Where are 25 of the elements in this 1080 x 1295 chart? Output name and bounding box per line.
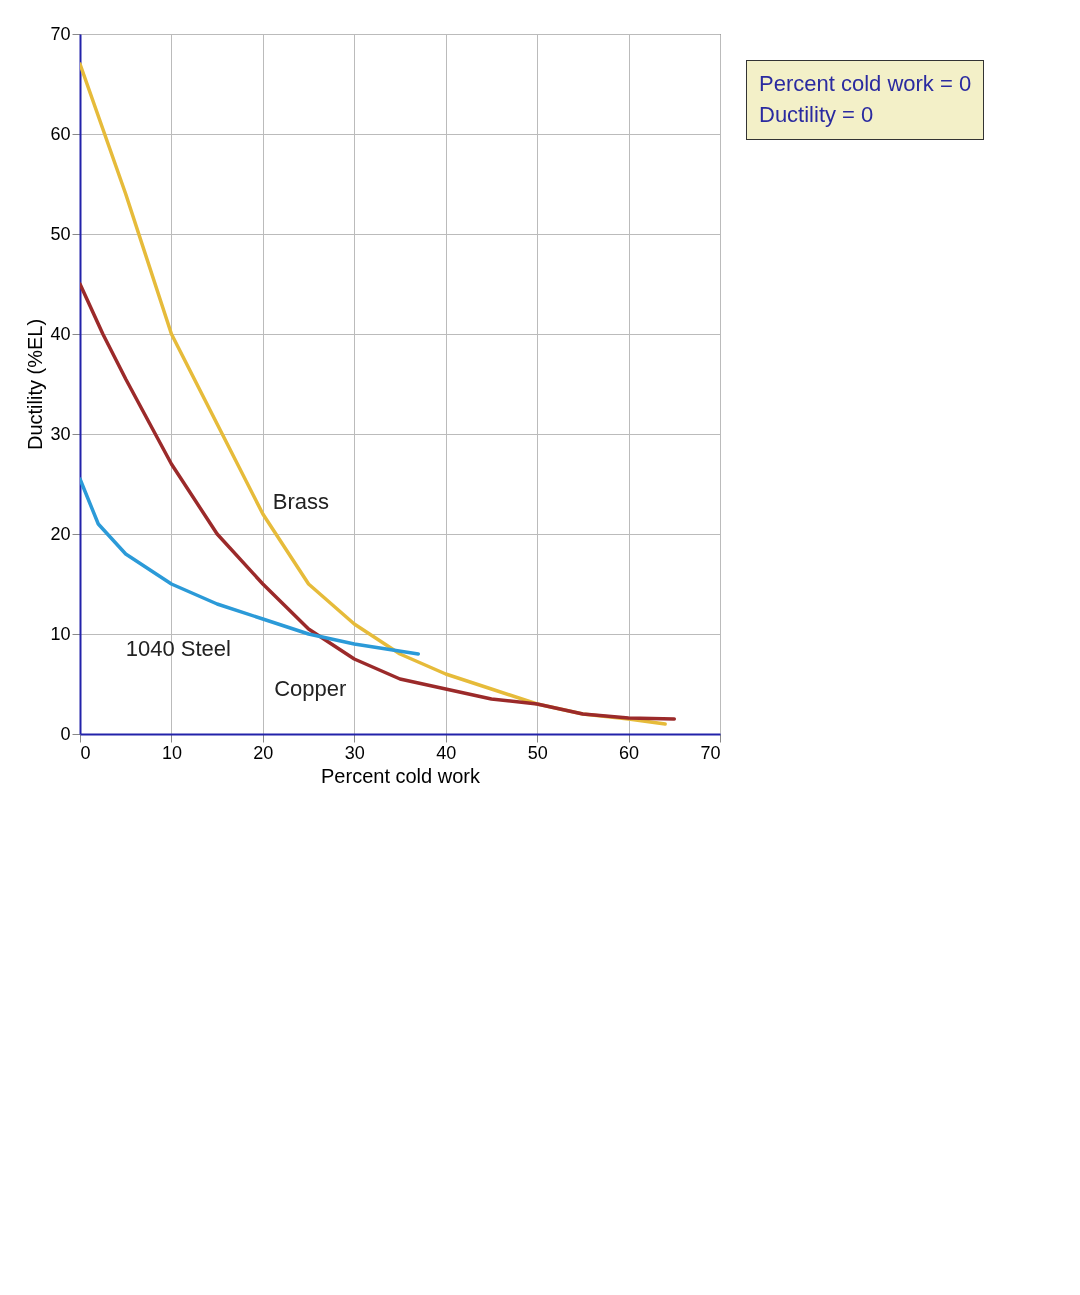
y-tick-label: 10: [50, 623, 71, 644]
x-tick-label: 20: [253, 742, 274, 763]
text: Percent cold work = 0: [759, 70, 972, 98]
x-tick-label: 70: [700, 742, 721, 763]
y-tick-label: 70: [50, 23, 71, 44]
series-label: Copper: [274, 676, 347, 701]
x-tick-label: 0: [80, 742, 91, 763]
x-tick-label: 30: [344, 742, 365, 763]
y-tick-label: 30: [50, 423, 71, 444]
x-tick-label: 50: [527, 742, 548, 763]
x-tick-label: 60: [619, 742, 640, 763]
series-label: Brass: [272, 489, 330, 514]
series-label: 1040 Steel: [125, 636, 231, 661]
y-tick-label: 60: [50, 123, 71, 144]
x-axis-title: Percent cold work: [321, 764, 481, 787]
x-tick-label: 40: [436, 742, 457, 763]
line-series: [80, 477, 421, 656]
text: Ductility = 0: [759, 100, 875, 129]
y-tick-label: 40: [50, 323, 71, 344]
y-tick-label: 0: [60, 723, 71, 744]
x-tick-label: 10: [161, 742, 182, 763]
y-tick-label: 20: [50, 523, 71, 544]
y-tick-label: 50: [50, 223, 71, 244]
y-axis-title: Ductility (%EL): [24, 318, 47, 451]
line-series: [80, 282, 677, 721]
